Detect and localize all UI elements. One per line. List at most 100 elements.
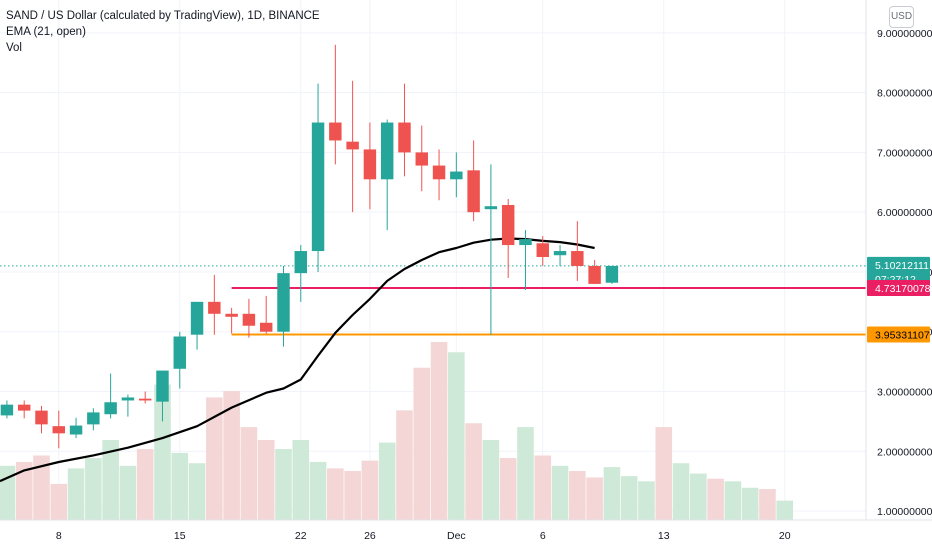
candle (138, 391, 152, 404)
volume-bar (206, 397, 223, 520)
volume-bar (430, 341, 448, 520)
volume-bars (0, 341, 794, 520)
volume-bar (741, 487, 759, 520)
candle-body (104, 402, 117, 415)
ema-legend[interactable]: EMA (21, open) (6, 26, 86, 38)
x-tick-label: 20 (779, 530, 791, 542)
candle (311, 83, 325, 272)
candle (536, 236, 549, 266)
candle (52, 410, 65, 449)
candle (484, 164, 498, 335)
candle-body (259, 322, 273, 332)
volume-bar (292, 440, 310, 520)
volume-bar (154, 384, 171, 520)
candle-body (398, 122, 411, 153)
y-tick-label: 2.00000000 (877, 446, 932, 458)
candle-body (536, 243, 549, 258)
candle (208, 274, 221, 335)
candle-body (450, 171, 463, 180)
x-tick-label: 13 (658, 530, 670, 542)
candle-body (69, 425, 83, 435)
candle-body (87, 412, 100, 425)
pink-level-label: 4.73170078 (867, 279, 931, 296)
volume-bar (707, 478, 724, 520)
candle (17, 400, 31, 419)
volume-bar (136, 449, 154, 520)
x-tick-label: 15 (174, 530, 186, 542)
candle (450, 152, 463, 198)
candle-body (311, 122, 325, 252)
volume-bar (759, 489, 776, 520)
volume-bar (672, 463, 690, 520)
candle (242, 298, 256, 338)
candle-body (294, 251, 307, 274)
candle-body (571, 251, 584, 266)
volume-bar (551, 465, 569, 520)
candle-body (501, 205, 515, 246)
symbol-title[interactable]: SAND / US Dollar (calculated by TradingV… (6, 10, 320, 22)
candle-body (380, 122, 394, 180)
orange-level-label-bg (867, 326, 930, 343)
volume-bar (67, 468, 85, 520)
pink-level-label-bg (867, 279, 930, 296)
ema-line (0, 237, 595, 483)
volume-bar (275, 449, 292, 520)
candle-body (519, 239, 532, 246)
candle-body (553, 251, 567, 256)
volume-bar (482, 440, 500, 520)
candle (259, 295, 273, 334)
orange-level-label: 3.95331107 (867, 326, 930, 343)
candles (0, 44, 619, 449)
candle (398, 83, 411, 177)
candle (173, 331, 186, 389)
volume-bar (33, 455, 50, 520)
chart-legend: SAND / US Dollar (calculated by TradingV… (6, 8, 320, 56)
candle-body (17, 404, 31, 411)
candle-body (329, 122, 342, 141)
volume-bar (309, 461, 327, 520)
volume-bar (119, 465, 137, 520)
y-tick-label: 3.00000000 (877, 386, 932, 398)
candle-body (363, 149, 377, 180)
candle (380, 119, 394, 231)
last-price-label-bg (867, 256, 930, 287)
volume-bar (638, 481, 655, 520)
currency-button[interactable]: USD (889, 6, 914, 28)
volume-bar (448, 352, 465, 520)
candle (571, 221, 584, 281)
volume-bar (223, 390, 240, 520)
candle (190, 301, 204, 350)
x-tick-label: Dec (447, 530, 466, 542)
candle (605, 265, 619, 284)
volume-bar (15, 461, 33, 520)
orange-level-label-text: 3.95331107 (875, 330, 930, 342)
volume-bar (171, 452, 189, 520)
candle (346, 80, 359, 213)
candle-body (0, 404, 14, 416)
candle-body (346, 141, 359, 150)
volume-bar (257, 440, 275, 520)
volume-bar (655, 427, 673, 520)
last-price-label-text: 5.10212111 (875, 260, 929, 272)
volume-bar (534, 455, 552, 520)
candle (0, 400, 14, 419)
pink-level-label-text: 4.73170078 (875, 283, 931, 295)
volume-bar (465, 423, 482, 520)
y-tick-label: 6.00000000 (877, 207, 932, 219)
volume-bar (188, 463, 206, 520)
volume-bar (776, 500, 794, 520)
candle-body (173, 336, 186, 369)
volume-legend[interactable]: Vol (6, 42, 22, 54)
volume-bar (344, 470, 361, 520)
candle-body (242, 313, 256, 326)
candle-body (121, 397, 135, 401)
horizontal-lines (0, 265, 866, 336)
candle (501, 199, 515, 278)
candle (121, 394, 135, 417)
volume-bar (499, 458, 517, 520)
candle (432, 149, 446, 201)
candle (156, 370, 169, 422)
time-axis[interactable]: 8 15 22 26 Dec 6 13 20 (0, 519, 932, 542)
